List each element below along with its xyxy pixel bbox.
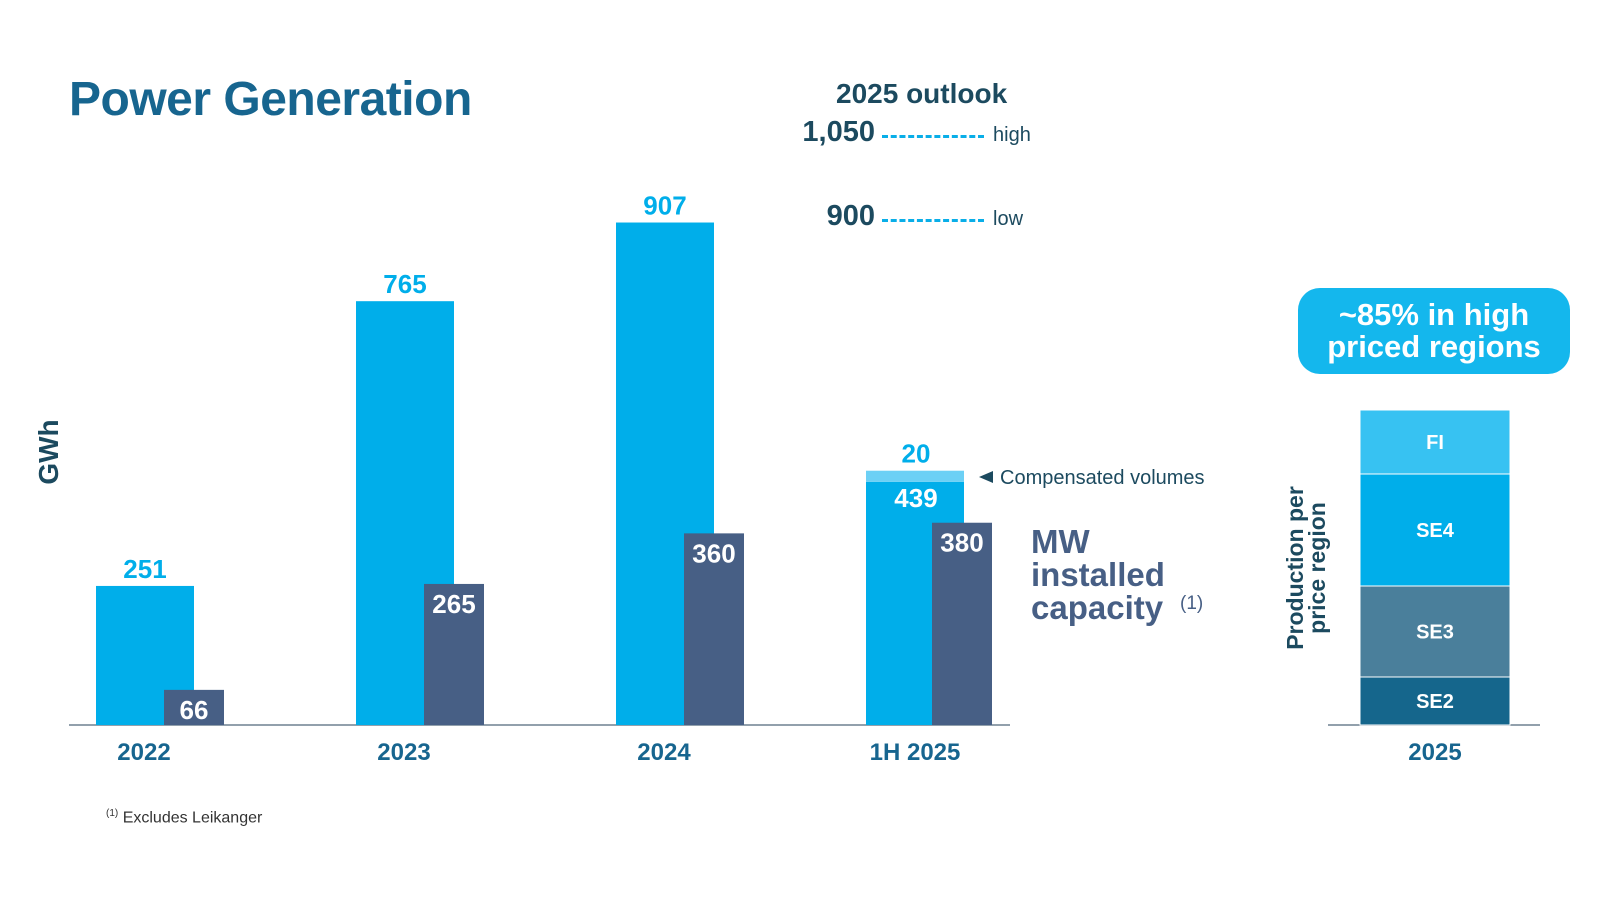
callout-line-2: priced regions [1327,329,1541,364]
capacity-legend-line: MW [1031,523,1090,560]
callout-line-1: ~85% in high [1338,297,1530,332]
footnote: (1) Excludes Leikanger [106,808,262,827]
region-x-tick-label: 2025 [1408,739,1461,766]
generation-value-label: 439 [894,483,937,513]
page-title: Power Generation [69,73,472,126]
capacity-bar [164,689,224,725]
compensated-volumes-label: Compensated volumes [1000,467,1205,489]
compensated-pointer-icon [979,471,993,483]
region-y-axis-label-line: Production per [1282,486,1308,650]
generation-value-label: 251 [123,554,166,584]
capacity-value-label: 360 [692,538,735,568]
capacity-bar [932,522,992,725]
y-axis-label: GWh [33,419,64,484]
region-segment-label: SE3 [1416,622,1454,644]
region-segment-label: SE2 [1416,691,1454,713]
region-segment-se2 [1359,676,1511,726]
outlook-high-value: 1,050 [802,116,875,148]
region-segment-se4 [1359,473,1511,587]
capacity-value-label: 265 [432,589,475,619]
x-tick-label: 2022 [117,739,170,766]
region-segment-label: FI [1426,432,1444,454]
region-segment-label: SE4 [1416,520,1455,542]
capacity-value-label: 380 [940,528,983,558]
capacity-bar [684,533,744,725]
x-tick-label: 2023 [377,739,430,766]
outlook-low-label: low [993,208,1024,230]
footnote-marker: (1) [106,808,119,819]
generation-value-label: 907 [643,191,686,221]
capacity-bar [424,583,484,725]
region-callout: ~85% in high priced regions [1298,288,1570,374]
compensated-value-label: 20 [902,439,931,469]
x-tick-label: 2024 [637,739,691,766]
outlook-low-dash-line [882,219,984,222]
region-y-axis-label-line: price region [1304,502,1330,634]
region-segment-se3 [1359,585,1511,678]
capacity-footnote-marker: (1) [1180,593,1203,614]
outlook-high-label: high [993,124,1031,146]
capacity-value-label: 66 [180,695,209,725]
outlook-high-dash-line [882,135,984,138]
capacity-legend-line: capacity [1031,589,1164,626]
generation-value-label: 765 [383,269,426,299]
x-tick-label: 1H 2025 [870,739,961,766]
region-segment-fi [1359,409,1511,475]
compensated-volumes-bar [866,470,964,482]
outlook-heading: 2025 outlook [836,78,1008,109]
outlook-low-value: 900 [826,200,875,232]
footnote-text: Excludes Leikanger [122,809,263,827]
capacity-legend-line: installed [1031,556,1165,593]
